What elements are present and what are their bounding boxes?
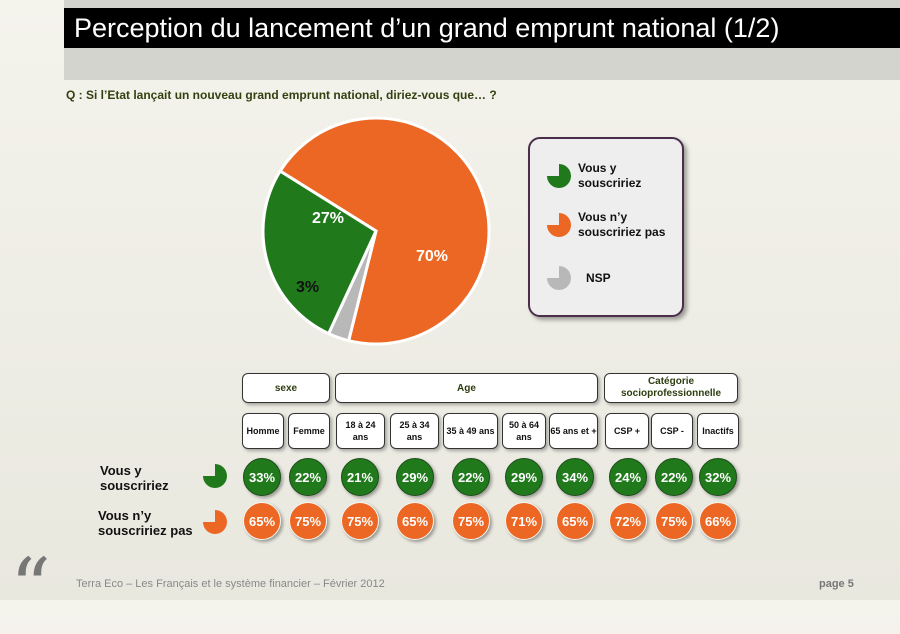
value-circle-no: 72% — [609, 502, 647, 540]
legend-item-yes: Vous y souscririez — [546, 161, 668, 191]
pie-chart: 70% 3% 27% — [261, 116, 491, 346]
pie-slice-label: 70% — [416, 248, 448, 265]
title-band — [64, 8, 900, 48]
column-header: 18 à 24 ans — [336, 413, 385, 449]
column-header: Homme — [242, 413, 284, 449]
column-header: CSP - — [651, 413, 693, 449]
legend-item-nsp: NSP — [546, 265, 611, 291]
row-label-no: Vous n’y souscririez pas — [98, 508, 193, 538]
value-circle-no: 66% — [699, 502, 737, 540]
legend-label-nsp: NSP — [586, 270, 611, 285]
column-header: Inactifs — [697, 413, 739, 449]
pie-green-icon — [203, 464, 227, 488]
value-circle-yes: 29% — [505, 458, 543, 496]
value-circle-yes: 22% — [452, 458, 490, 496]
value-circle-yes: 33% — [243, 458, 281, 496]
value-circle-yes: 32% — [699, 458, 737, 496]
pie-slice — [261, 169, 378, 336]
column-header: 50 à 64 ans — [502, 413, 546, 449]
group-header-sexe: sexe — [242, 373, 330, 403]
value-circle-no: 65% — [396, 502, 434, 540]
column-header: CSP + — [605, 413, 649, 449]
column-header: Femme — [288, 413, 330, 449]
page-title: Perception du lancement d’un grand empru… — [74, 13, 780, 43]
legend-label-yes: Vous y souscririez — [578, 161, 642, 190]
pie-orange-icon — [203, 510, 227, 534]
value-circle-no: 75% — [452, 502, 490, 540]
value-circle-no: 71% — [505, 502, 543, 540]
value-circle-no: 75% — [341, 502, 379, 540]
value-circle-no: 65% — [243, 502, 281, 540]
legend-item-no: Vous n’y souscririez pas — [546, 210, 678, 240]
pie-slice-label: 3% — [296, 279, 319, 296]
question-text: Q : Si l’Etat lançait un nouveau grand e… — [66, 88, 497, 102]
legend-label-no: Vous n’y souscririez pas — [578, 210, 666, 239]
pie-gray-icon — [547, 266, 571, 290]
page-number: page 5 — [819, 578, 854, 590]
legend-box: Vous y souscririez Vous n’y souscririez … — [528, 137, 684, 317]
value-circle-yes: 29% — [396, 458, 434, 496]
value-circle-yes: 22% — [655, 458, 693, 496]
quote-mark-icon: “ — [10, 541, 51, 634]
column-header: 35 à 49 ans — [443, 413, 498, 449]
value-circle-no: 75% — [655, 502, 693, 540]
value-circle-yes: 24% — [609, 458, 647, 496]
column-header: 25 à 34 ans — [390, 413, 439, 449]
pie-slice — [278, 116, 491, 346]
pie-green-icon — [547, 164, 571, 188]
footer-source: Terra Eco – Les Français et le système f… — [76, 578, 385, 590]
column-header: 65 ans et + — [549, 413, 598, 449]
group-header-age: Age — [335, 373, 598, 403]
value-circle-no: 65% — [556, 502, 594, 540]
value-circle-yes: 34% — [556, 458, 594, 496]
row-label-yes: Vous y souscririez — [100, 463, 169, 493]
value-circle-yes: 21% — [341, 458, 379, 496]
group-header-csp: Catégorie socioprofessionnelle — [604, 373, 738, 403]
pie-slice-label: 27% — [312, 210, 344, 227]
pie-orange-icon — [547, 213, 571, 237]
value-circle-no: 75% — [289, 502, 327, 540]
value-circle-yes: 22% — [289, 458, 327, 496]
